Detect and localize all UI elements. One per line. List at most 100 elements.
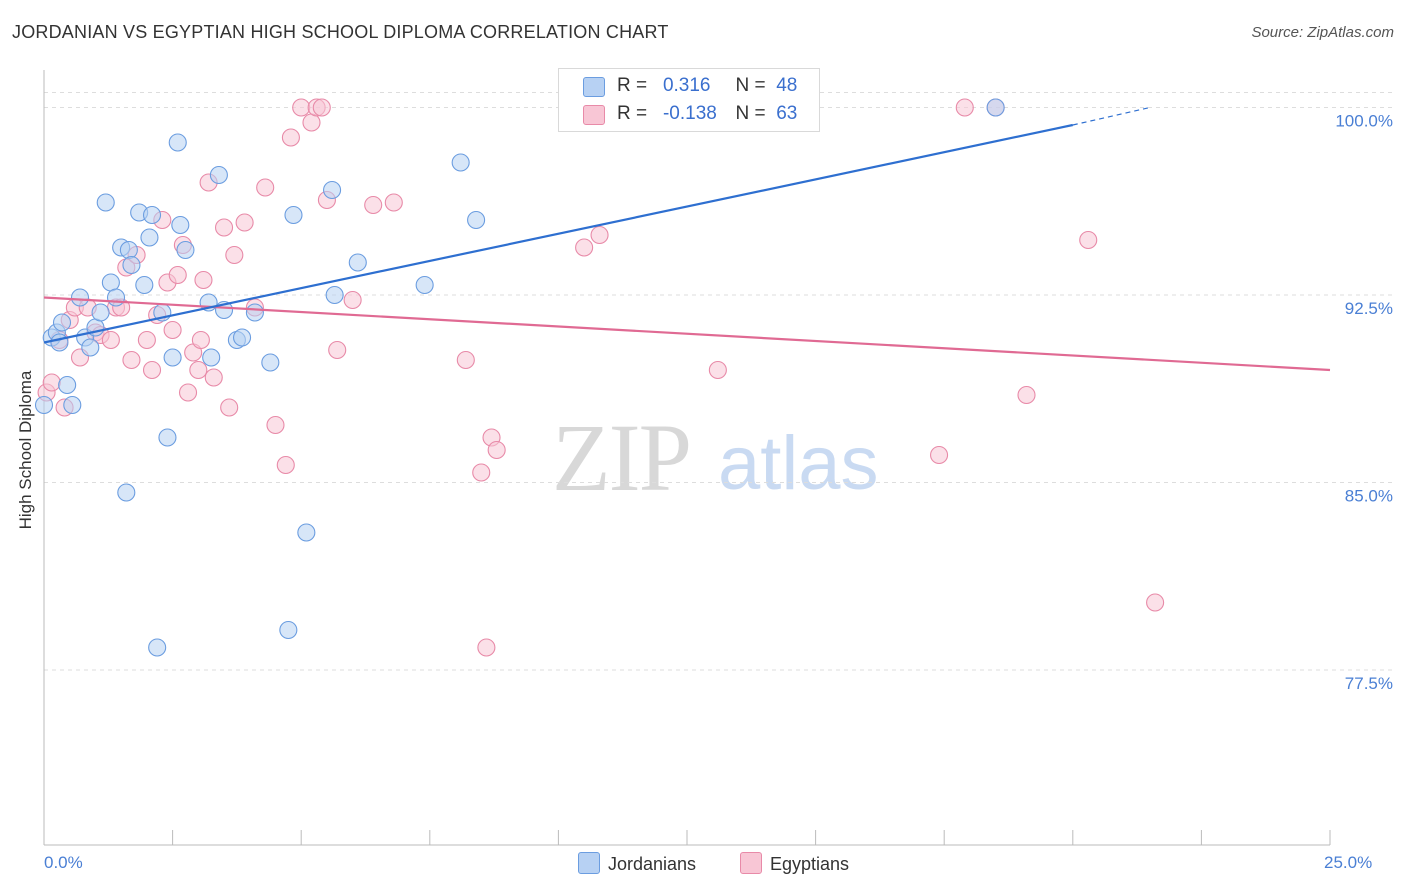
r-value: 0.316 [662, 75, 711, 96]
r-label: R = [617, 75, 648, 96]
egyptian-point [590, 225, 609, 245]
jordanian-point [140, 228, 159, 247]
jordanian-point [70, 288, 90, 307]
egyptian-point [281, 128, 300, 147]
egyptians-legend-swatch [740, 852, 762, 874]
jordanian-point [245, 303, 264, 322]
watermark-zip: ZIP [552, 404, 692, 511]
egyptian-point [708, 360, 727, 380]
egyptian-point [220, 398, 239, 417]
jordanian-point [106, 288, 126, 307]
egyptian-point [1079, 230, 1098, 250]
n-value: 48 [776, 75, 798, 96]
egyptian-point [256, 178, 275, 197]
egyptian-point [955, 98, 974, 117]
jordanian-point [986, 98, 1005, 117]
egyptian-point [456, 350, 475, 370]
y-tick-label: 100.0% [1335, 112, 1393, 131]
jordanian-trendline-extension [1072, 106, 1151, 126]
jordanian-point [171, 215, 190, 235]
egyptian-point [235, 213, 254, 232]
jordanian-point [284, 205, 303, 225]
y-axis-label-text: High School Diploma [16, 370, 35, 530]
egyptian-point [189, 360, 208, 380]
jordanian-point [232, 328, 252, 347]
egyptian-point [276, 455, 295, 475]
jordanian-point [63, 395, 82, 415]
jordanian-point [168, 133, 187, 152]
egyptian-point [575, 238, 594, 257]
jordanians-swatch [583, 77, 605, 97]
jordanian-point [81, 338, 100, 357]
egyptian-point [477, 638, 496, 657]
y-tick-label: 92.5% [1345, 299, 1393, 318]
jordanian-point [323, 180, 342, 200]
egyptian-point [178, 383, 198, 402]
egyptian-point [137, 330, 156, 350]
jordanian-point [415, 275, 434, 295]
egyptian-point [472, 463, 491, 482]
jordanian-point [96, 193, 115, 212]
n-value: 63 [776, 103, 798, 124]
egyptian-point [191, 330, 210, 350]
egyptian-point [343, 290, 362, 310]
jordanian-point [34, 395, 54, 415]
egyptian-point [312, 98, 331, 117]
y-tick-label: 85.0% [1345, 487, 1393, 506]
egyptian-point [384, 193, 403, 212]
jordanian-point [176, 240, 195, 260]
jordanian-point [158, 428, 177, 447]
jordanians-legend-label: Jordanians [608, 854, 697, 874]
jordanian-point [52, 313, 72, 332]
jordanian-point [101, 273, 120, 292]
jordanian-point [135, 275, 154, 295]
egyptian-point [930, 445, 949, 465]
jordanian-point [148, 638, 167, 657]
jordanian-point [119, 240, 138, 260]
y-tick-label: 77.5% [1345, 674, 1393, 693]
x-tick-label-min: 0.0% [44, 853, 83, 872]
egyptian-point [142, 360, 162, 380]
n-label: N = [735, 75, 766, 96]
y-axis-label: High School Diploma [6, 300, 46, 600]
r-value: -0.138 [662, 103, 717, 124]
jordanian-point [163, 348, 182, 367]
egyptian-point [214, 218, 234, 237]
jordanian-point [142, 205, 162, 225]
x-tick-label-max: 25.0% [1324, 853, 1373, 872]
egyptian-point [364, 195, 383, 215]
egyptian-point [292, 98, 311, 117]
jordanian-point [91, 303, 110, 322]
jordanian-point [50, 333, 69, 352]
source-label: Source: ZipAtlas.com [1251, 24, 1394, 41]
chart-title: JORDANIAN VS EGYPTIAN HIGH SCHOOL DIPLOM… [12, 22, 669, 42]
r-label: R = [617, 103, 648, 124]
egyptian-point [1017, 385, 1036, 405]
jordanian-point [279, 620, 298, 640]
egyptian-point [194, 270, 213, 290]
egyptian-point [204, 368, 223, 387]
legend-item-egyptians: Egyptians [740, 852, 849, 875]
egyptian-point [168, 265, 187, 285]
jordanian-trendline [43, 123, 1074, 344]
egyptian-point [225, 245, 244, 265]
jordanian-point [297, 523, 316, 542]
jordanian-point [58, 375, 77, 395]
jordanian-point [261, 353, 280, 372]
egyptian-point [487, 440, 506, 460]
egyptians-swatch [583, 105, 605, 125]
egyptian-point [122, 350, 141, 370]
egyptian-point [302, 113, 321, 132]
egyptian-trendline [43, 296, 1331, 372]
correlation-legend: R = 0.316 N = 48 R = -0.138 N = 63 [558, 68, 820, 132]
egyptian-point [101, 330, 120, 350]
legend-item-jordanians: Jordanians [578, 852, 696, 875]
jordanian-point [325, 285, 344, 305]
egyptian-point [1146, 593, 1165, 612]
jordanian-point [451, 153, 470, 172]
n-label: N = [735, 103, 766, 124]
jordanian-point [348, 253, 367, 272]
egyptians-legend-label: Egyptians [770, 854, 850, 874]
egyptian-point [328, 340, 347, 360]
